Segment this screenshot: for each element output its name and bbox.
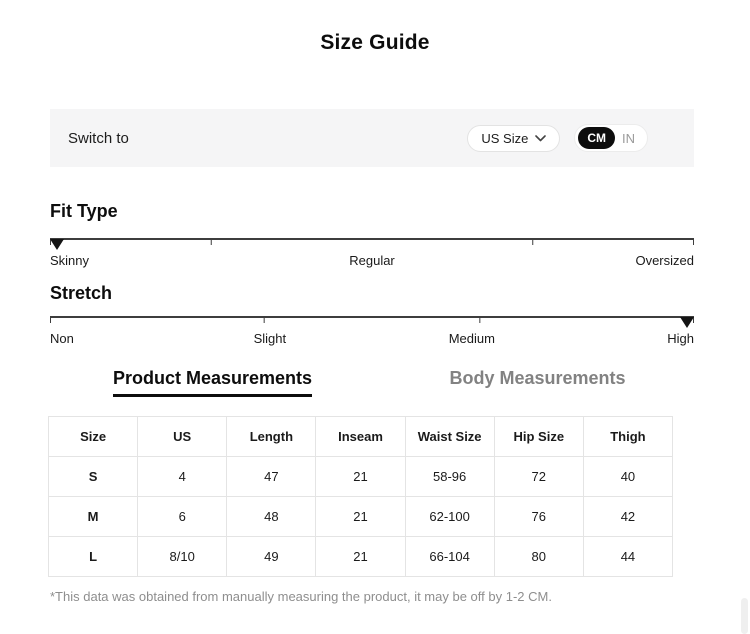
size-system-value: US Size: [481, 130, 529, 146]
table-cell: L: [47, 536, 139, 577]
tab-product-measurements[interactable]: Product Measurements: [50, 368, 375, 397]
table-header-cell: Inseam: [315, 416, 406, 457]
table-header-cell: Hip Size: [493, 416, 584, 457]
slider-label: Regular: [349, 253, 395, 268]
slider-label: Skinny: [50, 253, 90, 268]
size-system-dropdown[interactable]: US Size: [467, 124, 561, 152]
slider-tick: [693, 240, 694, 245]
slider-marker: [50, 239, 64, 250]
table-cell: M: [47, 496, 139, 537]
switch-to-label: Switch to: [68, 129, 129, 147]
slider-tick: [264, 318, 266, 323]
table-cell: 4: [137, 456, 228, 497]
scrollbar-thumb[interactable]: [741, 598, 748, 634]
footnote: *This data was obtained from manually me…: [50, 589, 552, 604]
stretch-slider: Non Slight Medium High: [50, 316, 694, 352]
page-title: Size Guide: [320, 31, 430, 54]
tab-product-measurements-label: Product Measurements: [112, 368, 313, 397]
table-cell: 66-104: [404, 536, 495, 577]
chevron-down-icon: [535, 134, 547, 141]
slider-tick: [478, 318, 480, 323]
table-cell: 49: [226, 536, 317, 577]
slider-tick: [210, 240, 212, 245]
slider-marker: [680, 317, 694, 328]
table-cell: 6: [137, 496, 228, 537]
switch-bar-controls: US Size CM IN: [467, 124, 648, 152]
unit-toggle[interactable]: CM IN: [574, 124, 648, 152]
table-row: M 6 48 21 62-100 76 42: [47, 496, 674, 537]
table-header-cell: Length: [226, 416, 317, 457]
slider-label: Oversized: [635, 253, 694, 268]
table-cell: 80: [493, 536, 584, 577]
fit-type-heading: Fit Type: [50, 201, 118, 221]
table-cell: 40: [582, 456, 674, 497]
slider-tick: [532, 240, 534, 245]
slider-track: [50, 316, 694, 318]
table-header-row: Size US Length Inseam Waist Size Hip Size Thig…: [47, 416, 674, 457]
table-cell: 76: [493, 496, 584, 537]
table-cell: 72: [493, 456, 584, 497]
table-header-cell: US: [137, 416, 228, 457]
table-cell: S: [47, 456, 139, 497]
table-header-cell: Size: [47, 416, 139, 457]
table-body: S 4 47 21 58-96 72 40 M 6 48 21 62-100 76 42 L 8/10 49 21…: [47, 456, 674, 577]
stretch-heading: Stretch: [50, 283, 113, 303]
slider-label: Medium: [448, 331, 495, 346]
tab-body-measurements-label: Body Measurements: [449, 368, 626, 388]
slider-label: High: [667, 331, 694, 346]
switch-bar: Switch to US Size CM IN: [50, 109, 694, 167]
slider-tick: [50, 318, 51, 323]
table-cell: 21: [315, 536, 406, 577]
measurements-table: Size US Length Inseam Waist Size Hip Size Thig…: [47, 416, 674, 577]
table-cell: 21: [315, 456, 406, 497]
table-cell: 8/10: [137, 536, 228, 577]
table-cell: 47: [226, 456, 317, 497]
slider-label: Non: [50, 331, 74, 346]
fit-type-slider: Skinny Regular Oversized: [50, 238, 694, 274]
table-row: S 4 47 21 58-96 72 40: [47, 456, 674, 497]
table-cell: 21: [315, 496, 406, 537]
table-cell: 48: [226, 496, 317, 537]
table-cell: 58-96: [404, 456, 495, 497]
unit-in-button[interactable]: IN: [615, 131, 644, 146]
measurement-tabs: Product Measurements Body Measurements: [50, 368, 700, 397]
table-cell: 44: [582, 536, 674, 577]
table-header-cell: Waist Size: [404, 416, 495, 457]
unit-cm-button[interactable]: CM: [578, 127, 615, 149]
table-header-cell: Thigh: [582, 416, 674, 457]
slider-label: Slight: [253, 331, 287, 346]
slider-track: [50, 238, 694, 240]
table-row: L 8/10 49 21 66-104 80 44: [47, 536, 674, 577]
table-cell: 42: [582, 496, 674, 537]
table-cell: 62-100: [404, 496, 495, 537]
tab-body-measurements[interactable]: Body Measurements: [375, 368, 700, 397]
